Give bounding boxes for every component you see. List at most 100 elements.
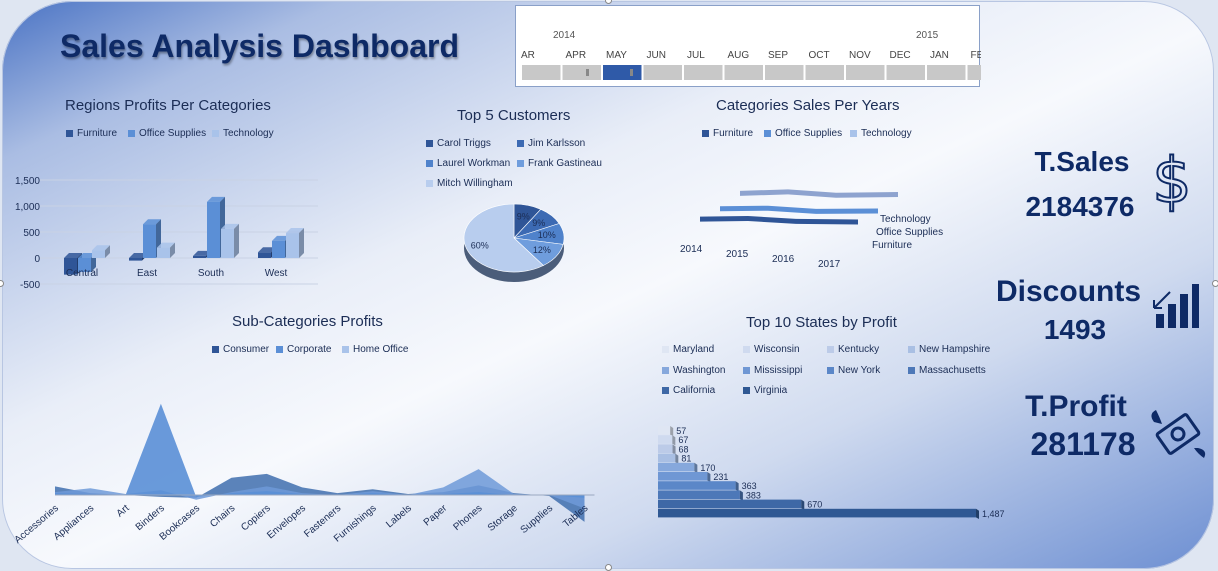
- dollar-icon: $: [1152, 143, 1192, 214]
- timeline-slicer[interactable]: 2014 2015 AR APR MAY JUN JUL AUG SEP OCT NOV DEC JAN…: [515, 5, 1006, 87]
- regions-bar-top: [272, 235, 290, 241]
- legend-swatch: [517, 139, 524, 147]
- timeline-year-label: 2015: [916, 30, 939, 41]
- legend-label: Furniture: [77, 128, 118, 139]
- subcats-chart-title: Sub-Categories Profits: [232, 313, 383, 330]
- timeline-month-label: AUG: [728, 50, 750, 61]
- states-bar-side: [672, 435, 676, 446]
- regions-bar: [272, 240, 285, 258]
- regions-chart: 1,500 1,000 500 0 -500 Central East South West: [15, 176, 318, 291]
- years-legend-item[interactable]: Technology: [850, 128, 912, 139]
- states-legend-item[interactable]: Maryland: [662, 344, 714, 355]
- regions-legend-item[interactable]: Technology: [212, 128, 274, 139]
- legend-label: Furniture: [713, 128, 754, 139]
- years-chart: 2014 2015 2016 2017 Technology Office Supplie…: [680, 189, 943, 270]
- customers-legend-item[interactable]: Frank Gastineau: [517, 158, 602, 169]
- profit-kpi-label: T.Profit: [1025, 390, 1127, 423]
- regions-legend-item[interactable]: Office Supplies: [128, 128, 206, 139]
- subcats-category-label: Phones: [451, 503, 484, 533]
- timeline-month-label: SEP: [768, 50, 788, 61]
- legend-label: Home Office: [353, 344, 409, 355]
- regions-bar: [64, 258, 77, 275]
- states-bar: [658, 462, 695, 472]
- states-bar-side: [672, 444, 676, 455]
- states-value-label: 170: [700, 463, 715, 473]
- states-legend-item[interactable]: Virginia: [743, 385, 787, 396]
- regions-ytick: -500: [20, 280, 40, 291]
- legend-swatch: [662, 366, 669, 374]
- subcats-legend-item[interactable]: Consumer: [212, 344, 269, 355]
- resize-handle-left[interactable]: [0, 280, 4, 287]
- customers-legend-item[interactable]: Mitch Willingham: [426, 178, 513, 189]
- legend-swatch: [212, 345, 219, 353]
- regions-bar-top: [193, 250, 211, 256]
- legend-swatch: [827, 345, 834, 353]
- states-legend-item[interactable]: Massachusetts: [908, 365, 986, 376]
- resize-handle-right[interactable]: [1212, 280, 1218, 287]
- legend-label: Massachusetts: [919, 365, 986, 376]
- customers-legend-item[interactable]: Jim Karlsson: [517, 138, 585, 149]
- discounts-kpi-value: 1493: [1043, 314, 1107, 345]
- regions-bar-top: [64, 253, 82, 258]
- customers-legend-item[interactable]: Laurel Workman: [426, 158, 510, 169]
- years-category-label: 2014: [680, 244, 703, 255]
- legend-swatch: [908, 345, 915, 353]
- states-legend-item[interactable]: Washington: [662, 365, 725, 376]
- legend-swatch: [827, 366, 834, 374]
- subcats-area: [55, 403, 585, 498]
- timeline-month-label: JUL: [687, 50, 705, 61]
- regions-bar-top: [129, 253, 147, 258]
- sales-kpi-label: T.Sales: [1034, 146, 1130, 177]
- timeline-month-bar: [765, 65, 804, 80]
- states-legend-item[interactable]: California: [662, 385, 715, 396]
- subcats-category-label: Chairs: [208, 503, 237, 530]
- legend-label: New Hampshire: [919, 344, 991, 355]
- legend-label: California: [673, 385, 716, 396]
- legend-swatch: [743, 386, 750, 394]
- resize-handle-top[interactable]: [605, 0, 612, 4]
- states-legend-item[interactable]: Wisconsin: [743, 344, 800, 355]
- subcats-legend-item[interactable]: Home Office: [342, 344, 408, 355]
- legend-swatch: [764, 129, 771, 137]
- states-legend-item[interactable]: New York: [827, 365, 880, 376]
- years-category-label: 2017: [818, 259, 841, 270]
- regions-legend-item[interactable]: Furniture: [66, 128, 117, 139]
- legend-swatch: [662, 345, 669, 353]
- customers-pie-label: 10%: [538, 230, 556, 240]
- states-bar: [658, 435, 673, 444]
- subcats-category-label: Supplies: [519, 503, 555, 536]
- timeline-month-bar: [927, 65, 966, 80]
- timeline-month-label: JUN: [647, 50, 666, 61]
- regions-bar-top: [286, 228, 304, 234]
- timeline-month-label: MAY: [606, 50, 627, 61]
- timeline-month-bar: [967, 65, 1006, 80]
- years-legend-item[interactable]: Furniture: [702, 128, 753, 139]
- regions-bar-top: [207, 196, 225, 202]
- states-legend-item[interactable]: Mississippi: [743, 365, 802, 376]
- regions-category-label: West: [265, 268, 288, 279]
- resize-handle-bottom[interactable]: [605, 564, 612, 571]
- states-legend-item[interactable]: New Hampshire: [908, 344, 990, 355]
- customers-chart-title: Top 5 Customers: [457, 107, 571, 124]
- regions-bar-side: [105, 245, 110, 258]
- svg-text:$: $: [1152, 144, 1191, 214]
- timeline-month-bar: [886, 65, 925, 80]
- years-legend-item[interactable]: Office Supplies: [764, 128, 842, 139]
- legend-swatch: [276, 345, 283, 353]
- years-category-label: 2015: [726, 249, 749, 260]
- legend-label: Office Supplies: [139, 128, 207, 139]
- states-value-label: 670: [807, 500, 822, 510]
- customers-pie-slice: [463, 203, 544, 273]
- legend-label: Technology: [861, 128, 912, 139]
- states-legend-item[interactable]: Kentucky: [827, 344, 879, 355]
- years-depth-label: Furniture: [872, 240, 912, 251]
- subcats-legend-item[interactable]: Corporate: [276, 344, 331, 355]
- timeline-month-bar: [684, 65, 723, 80]
- states-value-label: 68: [679, 444, 689, 454]
- regions-bar-top: [157, 242, 175, 248]
- customers-legend-item[interactable]: Carol Triggs: [426, 138, 491, 149]
